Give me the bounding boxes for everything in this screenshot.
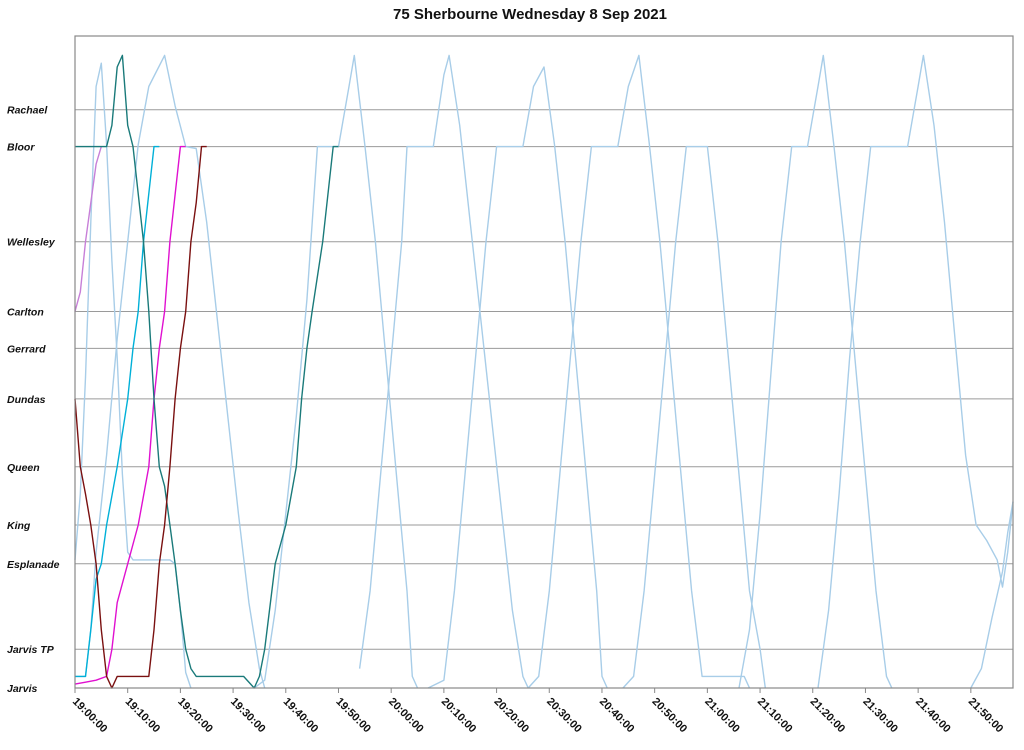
gridlines (75, 109, 1013, 689)
x-tick-label: 19:10:00 (123, 696, 163, 736)
stop-label: Bloor (7, 142, 35, 154)
series-line-6 (527, 54, 751, 689)
series-line-3 (253, 54, 419, 689)
stop-label: Jarvis (7, 683, 38, 695)
series-line-1 (74, 62, 192, 689)
stop-label: King (7, 520, 31, 532)
series-line-5 (427, 66, 608, 689)
series-line-11 (74, 146, 102, 312)
chart-title: 75 Sherbourne Wednesday 8 Sep 2021 (393, 6, 667, 23)
x-tick-label: 21:30:00 (860, 696, 900, 736)
stop-label: Gerrard (7, 343, 46, 355)
x-tick-label: 20:10:00 (439, 696, 479, 736)
stop-label: Carlton (7, 307, 44, 319)
series-line-4 (358, 54, 529, 689)
stop-label: Wellesley (7, 237, 56, 249)
stop-labels: Jarvis Jarvis TP Esplanade King Queen Dundas G… (7, 105, 60, 695)
x-tick-label: 19:50:00 (333, 696, 373, 736)
series-line-14 (75, 54, 339, 689)
x-tick-label: 20:50:00 (650, 696, 690, 736)
stop-label: Dundas (7, 394, 46, 406)
stop-label: Rachael (7, 105, 48, 117)
series-line-9 (817, 54, 1014, 689)
x-tick-label: 20:00:00 (386, 696, 426, 736)
series-line-7 (622, 145, 766, 689)
series-line-2 (75, 54, 266, 689)
x-tick-labels: 19:00:00 19:10:00 19:20:00 19:30:00 19:40:00… (70, 688, 1005, 735)
x-tick-label: 21:10:00 (755, 696, 795, 736)
series-line-15 (74, 145, 207, 689)
x-tick-label: 21:20:00 (808, 696, 848, 736)
plot-frame (74, 35, 1014, 689)
stop-label: Queen (7, 462, 40, 474)
x-tick-label: 21:50:00 (966, 696, 1006, 736)
series-group (74, 54, 1014, 689)
series-line-8 (738, 54, 893, 689)
x-tick-label: 20:20:00 (491, 696, 531, 736)
x-tick-label: 20:40:00 (597, 696, 637, 736)
x-tick-label: 20:30:00 (544, 696, 584, 736)
series-line-13 (74, 145, 186, 685)
x-tick-label: 21:00:00 (702, 696, 742, 736)
stop-label: Jarvis TP (7, 644, 55, 656)
stop-label: Esplanade (7, 559, 60, 571)
x-tick-label: 19:30:00 (228, 696, 268, 736)
x-tick-label: 19:00:00 (70, 696, 110, 736)
x-tick-label: 21:40:00 (913, 696, 953, 736)
x-tick-label: 19:40:00 (281, 696, 321, 736)
x-tick-label: 19:20:00 (175, 696, 215, 736)
series-line-10 (970, 501, 1014, 689)
